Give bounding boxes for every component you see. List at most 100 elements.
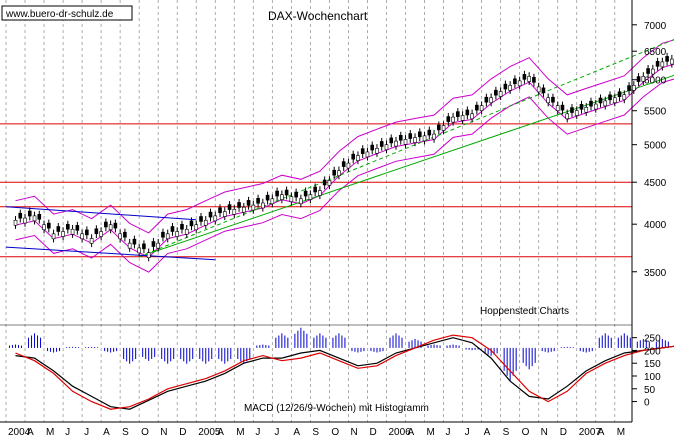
y-tick-label: 6500 bbox=[644, 47, 667, 58]
x-tick-label: N bbox=[160, 427, 167, 438]
candle-body bbox=[408, 133, 413, 139]
candle-body bbox=[256, 197, 260, 204]
candle-body bbox=[37, 213, 42, 220]
y-tick-label: 4500 bbox=[644, 178, 667, 189]
candle-body bbox=[66, 223, 70, 230]
candle-body bbox=[379, 141, 384, 147]
x-tick-label: A bbox=[293, 427, 300, 438]
candle-body bbox=[422, 135, 427, 142]
x-tick-label: M bbox=[427, 427, 435, 438]
candle-body bbox=[589, 100, 593, 107]
macd-y-tick-label: 50 bbox=[644, 385, 656, 396]
candle-body bbox=[608, 94, 612, 101]
candle-body bbox=[351, 153, 355, 160]
candle-body bbox=[593, 103, 598, 110]
candle-body bbox=[551, 96, 555, 103]
x-tick-label: A bbox=[217, 427, 224, 438]
candle-body bbox=[627, 85, 631, 91]
candle-body bbox=[360, 148, 365, 154]
candle-body bbox=[498, 91, 503, 97]
macd-y-tick-label: 100 bbox=[644, 372, 661, 383]
x-tick-label: M bbox=[46, 427, 54, 438]
candle-body bbox=[142, 243, 146, 250]
weekly-candles bbox=[13, 52, 674, 262]
x-tick-label: 2005 bbox=[198, 427, 221, 438]
x-tick-label: M bbox=[236, 427, 244, 438]
candle-body bbox=[246, 200, 251, 206]
watermark: www.buero-dr-schulz.de bbox=[5, 9, 114, 20]
candle-body bbox=[503, 83, 508, 90]
candle-body bbox=[161, 231, 165, 238]
candle-body bbox=[313, 186, 317, 193]
candle-body bbox=[670, 58, 674, 65]
candle-body bbox=[75, 225, 80, 231]
y-tick-label: 7000 bbox=[644, 21, 667, 32]
candle-body bbox=[108, 224, 113, 231]
x-tick-label: J bbox=[274, 427, 279, 438]
candle-body bbox=[303, 190, 308, 197]
candle-body bbox=[508, 85, 512, 91]
x-tick-label: J bbox=[465, 427, 470, 438]
chart-title: DAX-Wochenchart bbox=[268, 9, 368, 23]
candle-body bbox=[612, 97, 617, 104]
y-tick-label: 5500 bbox=[644, 107, 667, 118]
candle-body bbox=[470, 113, 474, 120]
candle-body bbox=[118, 233, 122, 240]
candle-body bbox=[460, 115, 465, 121]
x-tick-label: A bbox=[598, 427, 605, 438]
candle-body bbox=[222, 211, 227, 217]
macd-y-tick-label: 250 bbox=[644, 334, 661, 345]
candle-body bbox=[565, 113, 570, 120]
candle-body bbox=[56, 226, 61, 232]
candle-body bbox=[199, 216, 203, 222]
candle-body bbox=[574, 110, 579, 116]
candle-body bbox=[479, 105, 484, 111]
candle-body bbox=[417, 131, 422, 138]
candle-body bbox=[665, 56, 669, 62]
x-tick-label: 2006 bbox=[388, 427, 411, 438]
macd-y-tick-label: 200 bbox=[644, 346, 661, 357]
x-tick-label: D bbox=[179, 427, 186, 438]
candle-body bbox=[651, 68, 655, 75]
candle-body bbox=[579, 104, 584, 110]
macd-y-tick-label: 150 bbox=[644, 359, 661, 370]
candle-body bbox=[218, 207, 222, 214]
candle-body bbox=[18, 212, 23, 219]
candle-body bbox=[194, 224, 199, 231]
candle-body bbox=[113, 222, 118, 229]
candle-body bbox=[356, 155, 360, 161]
x-tick-label: S bbox=[312, 427, 319, 438]
candle-body bbox=[636, 76, 641, 82]
candle-body bbox=[180, 223, 184, 230]
candle-body bbox=[189, 220, 194, 227]
candle-body bbox=[232, 209, 237, 215]
x-tick-label: S bbox=[122, 427, 129, 438]
candle-body bbox=[94, 228, 99, 235]
candle-body bbox=[203, 219, 208, 226]
candle-body bbox=[375, 147, 379, 154]
candle-body bbox=[655, 61, 660, 67]
candle-body bbox=[13, 219, 18, 226]
candle-body bbox=[208, 211, 213, 218]
candle-body bbox=[184, 228, 189, 235]
candle-body bbox=[432, 133, 436, 140]
candle-body bbox=[265, 194, 270, 201]
candle-body bbox=[441, 125, 446, 131]
candle-body bbox=[213, 215, 218, 222]
candle-body bbox=[494, 89, 498, 96]
candle-body bbox=[99, 231, 103, 237]
x-tick-label: M bbox=[617, 427, 625, 438]
x-tick-label: N bbox=[350, 427, 357, 438]
x-tick-label: 2004 bbox=[8, 427, 31, 438]
macd-panel bbox=[9, 327, 674, 410]
candle-body bbox=[517, 80, 522, 87]
macd-y-tick-label: 0 bbox=[644, 398, 650, 409]
x-tick-label: A bbox=[408, 427, 415, 438]
candle-body bbox=[427, 129, 432, 136]
candle-body bbox=[89, 238, 94, 244]
candle-body bbox=[322, 179, 327, 186]
macd-line bbox=[15, 337, 674, 410]
candle-body bbox=[280, 194, 284, 200]
